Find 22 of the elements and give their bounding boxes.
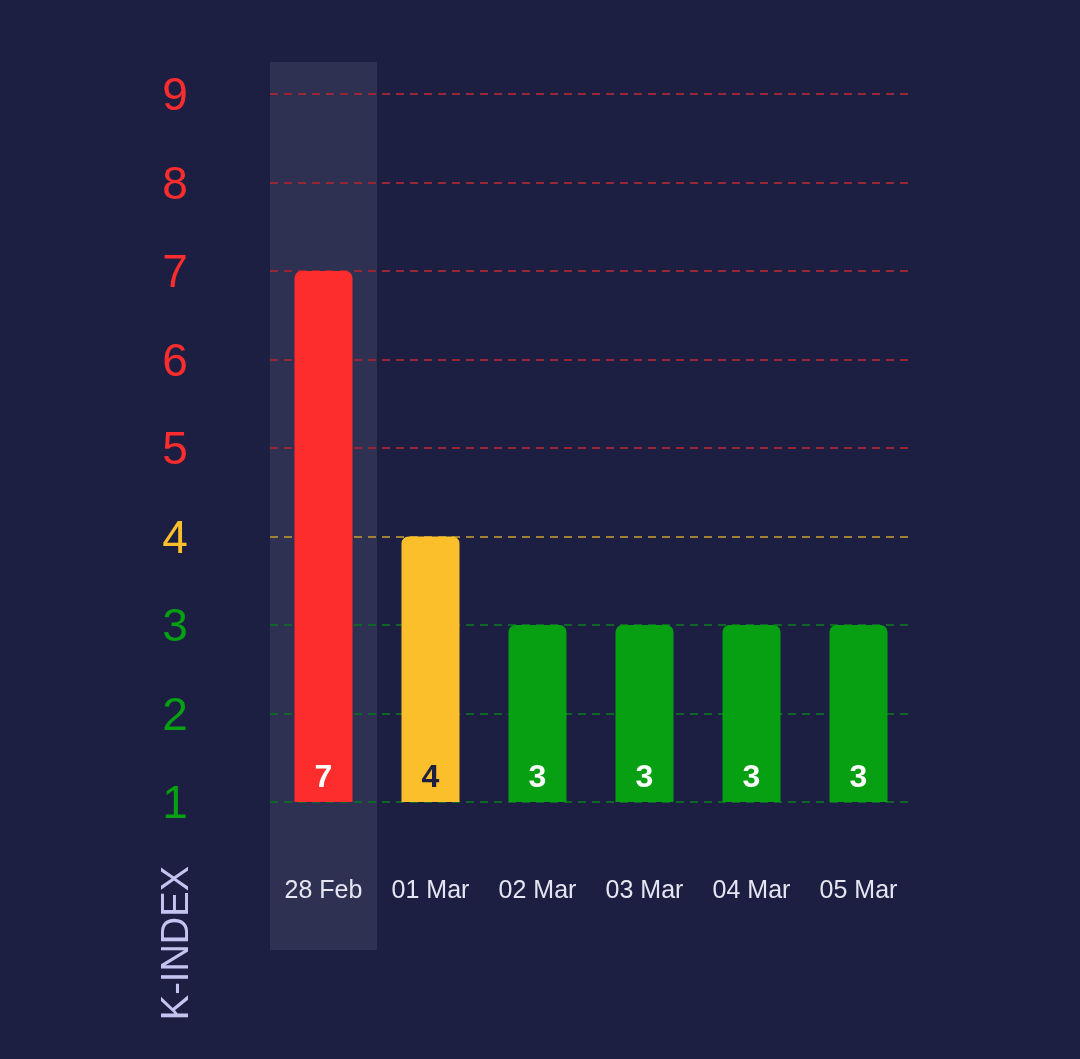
x-tick-label: 05 Mar (819, 874, 898, 903)
y-tick-label: 2 (162, 687, 188, 740)
y-axis-title: K-INDEX (154, 866, 196, 1021)
y-tick-label: 7 (162, 245, 188, 297)
x-tick-label: 01 Mar (391, 874, 470, 903)
y-tick-label: 9 (162, 68, 188, 120)
data-label: 3 (742, 758, 761, 794)
data-label: 3 (528, 758, 547, 794)
x-tick-label: 28 Feb (284, 874, 363, 903)
data-label: 7 (314, 758, 333, 794)
x-tick-label: 03 Mar (605, 874, 684, 903)
data-label: 3 (635, 758, 654, 794)
y-tick-label: 4 (162, 510, 188, 563)
x-tick-label: 04 Mar (712, 874, 791, 903)
data-label: 4 (421, 758, 440, 794)
data-label: 3 (849, 758, 868, 794)
y-tick-label: 6 (162, 333, 188, 386)
y-tick-label: 8 (162, 156, 188, 209)
y-tick-label: 1 (162, 776, 188, 828)
y-tick-label: 5 (162, 422, 188, 474)
y-tick-label: 3 (162, 599, 188, 651)
x-tick-label: 02 Mar (498, 874, 577, 903)
